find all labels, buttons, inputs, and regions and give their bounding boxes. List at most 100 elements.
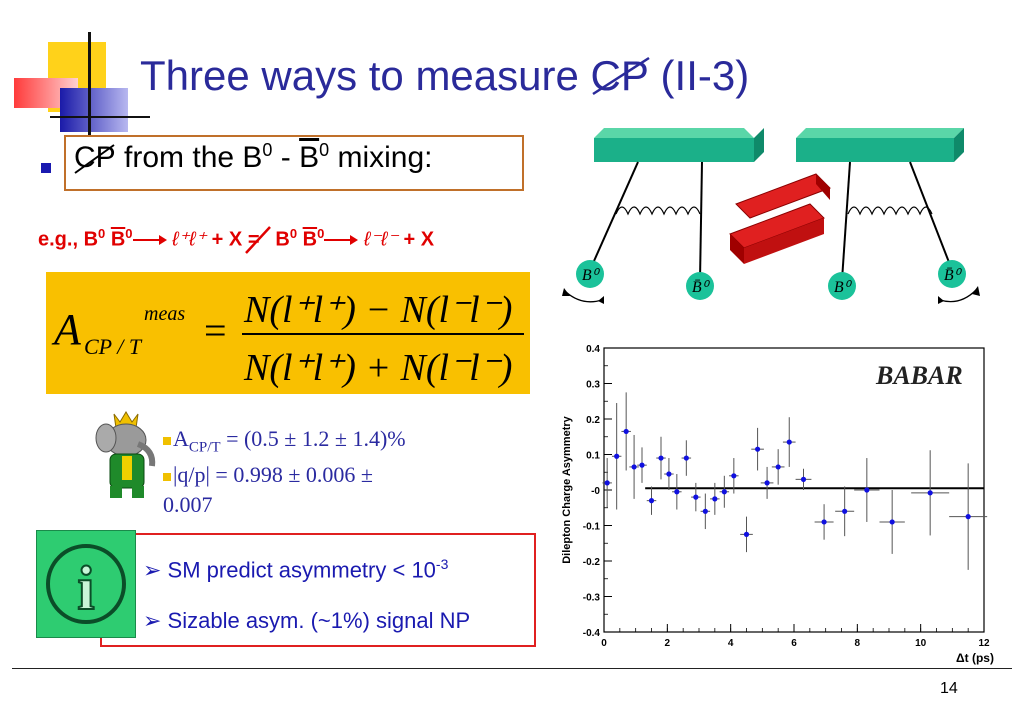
formula-A: A: [51, 305, 82, 354]
point-marker: [648, 498, 655, 504]
point-marker: [712, 496, 718, 502]
y-tick-label: 0.3: [586, 380, 600, 391]
y-tick-label: -0: [591, 486, 600, 497]
asymmetry-chart: 0.4 0.3 0.2 0.1 -0 -0.1 -0.2 -0.3 -0.4 0 2 4 6 8 10 12…: [561, 344, 994, 665]
y-tick-label: 0.1: [586, 451, 600, 462]
title-cp: CP: [591, 52, 650, 100]
babar-elephant-icon: [95, 411, 156, 498]
logo-horizontal-line: [50, 116, 150, 118]
formula-box: A CP / T meas = N(l⁺l⁺) − N(l⁻l⁻) N(l⁺l⁺…: [46, 272, 530, 394]
x-tick-label: 2: [665, 638, 671, 649]
x-tick-label: 12: [978, 638, 990, 649]
y-tick-label: -0.2: [583, 557, 601, 568]
data-point: [949, 463, 988, 570]
point-marker: [821, 519, 827, 525]
point-marker: [674, 489, 680, 495]
data-point: [710, 482, 720, 515]
result-qp-cont: 0.007: [163, 492, 213, 517]
title-suffix: (II-3): [648, 52, 750, 99]
cp-slash-icon: [74, 144, 115, 174]
mixing-text: CP from the B0 - B0 mixing:: [74, 140, 433, 174]
bullet-square-icon: [163, 472, 171, 481]
np-signal: ➢ Sizable asym. (~1%) signal NP: [143, 608, 471, 633]
point-marker: [864, 487, 870, 493]
point-marker: [731, 473, 737, 479]
formula-denominator: N(l⁺l⁺) + N(l⁻l⁻): [243, 347, 512, 389]
data-point: [656, 436, 666, 480]
point-marker: [666, 471, 672, 477]
not-equal-slash-icon: [244, 225, 271, 254]
slide-title: Three ways to measure CP (II-3): [140, 52, 749, 100]
plot-area: [603, 347, 985, 633]
data-point: [691, 482, 701, 512]
title-prefix: Three ways to measure: [140, 52, 591, 99]
logo-vertical-line: [88, 32, 91, 136]
data-points: [602, 392, 988, 570]
y-tick-label: -0.4: [583, 628, 601, 639]
point-marker: [693, 494, 699, 500]
data-point: [771, 449, 785, 485]
data-point: [795, 468, 812, 490]
bullet-square-icon: [163, 436, 171, 445]
data-point: [646, 486, 657, 515]
point-marker: [800, 476, 807, 482]
x-tick-label: 4: [728, 638, 734, 649]
data-point: [629, 434, 639, 499]
page-number: 14: [940, 680, 958, 697]
data-point: [672, 474, 682, 510]
point-marker: [658, 455, 664, 461]
point-marker: [702, 508, 708, 514]
formula-sub: CP / T: [84, 334, 143, 359]
data-point: [782, 417, 796, 467]
data-point: [835, 486, 855, 537]
point-marker: [683, 455, 689, 461]
info-icon: i: [36, 530, 136, 638]
point-marker: [604, 480, 610, 486]
y-tick-label: 0.2: [586, 415, 600, 426]
data-point: [719, 475, 730, 508]
arrow-right-icon: [324, 235, 359, 246]
result-qp: |q/p| = 0.998 ± 0.006 ±: [163, 462, 373, 488]
sm-prediction: ➢ SM predict asymmetry < 10-3: [143, 556, 449, 583]
y-tick-label: -0.1: [583, 522, 601, 533]
x-tick-label: 6: [791, 638, 797, 649]
data-point: [879, 490, 905, 554]
data-point: [814, 504, 834, 540]
data-point: [664, 458, 674, 490]
data-point: [700, 493, 711, 530]
meson-label: B̄⁰: [944, 267, 963, 284]
x-tick-label: 10: [915, 638, 927, 649]
data-point: [621, 392, 631, 471]
result-acp: ACP/T = (0.5 ± 1.2 ± 1.4)%: [163, 426, 406, 456]
svg-text:i: i: [77, 555, 94, 623]
footer-divider: [12, 668, 1012, 669]
asymmetry-formula: A CP / T meas = N(l⁺l⁺) − N(l⁻l⁻) N(l⁺l⁺…: [51, 289, 524, 389]
point-marker: [743, 531, 750, 537]
point-marker: [927, 490, 933, 496]
y-tick-label: -0.3: [583, 593, 601, 604]
x-tick-label: 8: [855, 638, 861, 649]
mixing-cp: CP: [74, 141, 116, 174]
point-marker: [631, 464, 637, 470]
logo-square-blue: [60, 88, 128, 132]
formula-numerator: N(l⁺l⁺) − N(l⁻l⁻): [243, 289, 512, 331]
not-equal-sign: =: [244, 225, 271, 254]
data-point: [854, 458, 880, 522]
point-marker: [754, 446, 761, 452]
data-point: [740, 516, 753, 553]
point-marker: [775, 464, 781, 470]
point-marker: [623, 428, 629, 435]
formula-sup: meas: [144, 303, 185, 325]
point-marker: [889, 519, 895, 525]
data-point: [751, 427, 764, 471]
x-tick-label: 0: [601, 638, 607, 649]
data-point: [911, 450, 950, 536]
point-marker: [965, 514, 971, 520]
bullet-square-icon: [41, 163, 51, 173]
formula-eq: =: [204, 308, 227, 353]
b-meson-diagram: B⁰ B̄⁰ B⁰ B̄⁰: [562, 128, 980, 304]
point-marker: [764, 480, 770, 486]
y-axis-label: Dilepton Charge Asymmetry: [561, 415, 573, 563]
meson-label: B⁰: [582, 267, 601, 284]
y-tick-labels: 0.4 0.3 0.2 0.1 -0 -0.1 -0.2 -0.3 -0.4: [583, 344, 612, 639]
